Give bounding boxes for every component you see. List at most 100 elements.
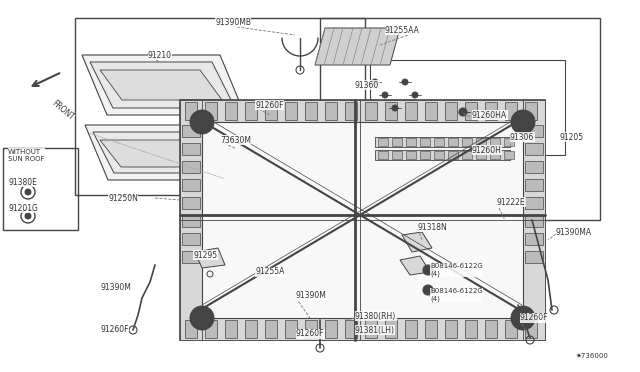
- Polygon shape: [90, 62, 235, 108]
- Circle shape: [511, 110, 535, 134]
- Polygon shape: [375, 137, 510, 147]
- Circle shape: [25, 213, 31, 219]
- Polygon shape: [385, 102, 397, 120]
- Circle shape: [25, 189, 31, 195]
- Text: 91390M: 91390M: [296, 292, 327, 301]
- Polygon shape: [525, 125, 543, 137]
- Polygon shape: [185, 320, 197, 338]
- Polygon shape: [448, 138, 458, 146]
- Polygon shape: [285, 320, 297, 338]
- Polygon shape: [180, 100, 545, 122]
- Polygon shape: [420, 151, 430, 159]
- Polygon shape: [325, 102, 337, 120]
- Polygon shape: [182, 143, 200, 155]
- Polygon shape: [345, 102, 357, 120]
- Polygon shape: [465, 102, 477, 120]
- Polygon shape: [365, 320, 377, 338]
- Text: 91260H: 91260H: [472, 145, 502, 154]
- Circle shape: [190, 306, 214, 330]
- Circle shape: [402, 79, 408, 85]
- Polygon shape: [476, 151, 486, 159]
- Polygon shape: [525, 197, 543, 209]
- Polygon shape: [265, 102, 277, 120]
- Circle shape: [423, 285, 433, 295]
- Polygon shape: [93, 132, 236, 173]
- Text: 91260F: 91260F: [255, 100, 284, 109]
- Polygon shape: [405, 102, 417, 120]
- Text: 91318N: 91318N: [418, 222, 448, 231]
- Text: B08146-6122G
(4): B08146-6122G (4): [430, 288, 483, 302]
- Polygon shape: [434, 138, 444, 146]
- Polygon shape: [375, 150, 510, 160]
- Polygon shape: [505, 102, 517, 120]
- Text: 91390MA: 91390MA: [556, 228, 592, 237]
- Text: 91255A: 91255A: [255, 267, 284, 276]
- Polygon shape: [525, 233, 543, 245]
- Text: B08146-6122G
(4): B08146-6122G (4): [430, 263, 483, 277]
- Polygon shape: [523, 100, 545, 340]
- Polygon shape: [202, 122, 523, 318]
- Polygon shape: [525, 179, 543, 191]
- Polygon shape: [245, 102, 257, 120]
- Polygon shape: [505, 320, 517, 338]
- Text: 91390MB: 91390MB: [215, 17, 251, 26]
- Polygon shape: [525, 215, 543, 227]
- Polygon shape: [400, 256, 430, 275]
- Polygon shape: [462, 138, 472, 146]
- Text: 91360: 91360: [355, 80, 380, 90]
- Polygon shape: [100, 70, 222, 100]
- Circle shape: [412, 92, 418, 98]
- Polygon shape: [445, 102, 457, 120]
- Polygon shape: [305, 320, 317, 338]
- Polygon shape: [225, 102, 237, 120]
- Text: 91210: 91210: [148, 51, 172, 60]
- Text: 91260HA: 91260HA: [472, 110, 507, 119]
- Polygon shape: [445, 320, 457, 338]
- Polygon shape: [180, 318, 545, 340]
- Text: 91295: 91295: [193, 250, 217, 260]
- Circle shape: [511, 306, 535, 330]
- Polygon shape: [182, 125, 200, 137]
- Text: 73630M: 73630M: [220, 135, 251, 144]
- Polygon shape: [182, 197, 200, 209]
- Polygon shape: [465, 320, 477, 338]
- Bar: [3, 148, 78, 230]
- Polygon shape: [448, 151, 458, 159]
- Polygon shape: [245, 320, 257, 338]
- Polygon shape: [425, 102, 437, 120]
- Polygon shape: [180, 100, 202, 340]
- Polygon shape: [185, 102, 197, 120]
- Circle shape: [392, 105, 398, 111]
- Polygon shape: [490, 151, 500, 159]
- Text: 91260F: 91260F: [100, 326, 129, 334]
- Polygon shape: [285, 102, 297, 120]
- Polygon shape: [504, 151, 514, 159]
- Polygon shape: [385, 320, 397, 338]
- Polygon shape: [420, 138, 430, 146]
- Polygon shape: [100, 140, 226, 167]
- Text: 91306: 91306: [510, 132, 534, 141]
- Polygon shape: [485, 102, 497, 120]
- Polygon shape: [485, 320, 497, 338]
- Text: 91260F: 91260F: [520, 314, 548, 323]
- Polygon shape: [315, 28, 400, 65]
- Circle shape: [190, 110, 214, 134]
- Polygon shape: [85, 125, 248, 180]
- Polygon shape: [182, 161, 200, 173]
- Polygon shape: [504, 138, 514, 146]
- Polygon shape: [82, 55, 245, 115]
- Text: WITHOUT
SUN ROOF: WITHOUT SUN ROOF: [8, 148, 45, 161]
- Polygon shape: [525, 161, 543, 173]
- Polygon shape: [205, 320, 217, 338]
- Polygon shape: [462, 151, 472, 159]
- Polygon shape: [402, 232, 432, 252]
- Text: 91390M: 91390M: [100, 283, 131, 292]
- Polygon shape: [425, 320, 437, 338]
- Polygon shape: [405, 320, 417, 338]
- Polygon shape: [195, 248, 225, 268]
- Polygon shape: [265, 320, 277, 338]
- Bar: [370, 60, 565, 155]
- Circle shape: [459, 108, 467, 116]
- Polygon shape: [525, 143, 543, 155]
- Text: 91222E: 91222E: [497, 198, 525, 206]
